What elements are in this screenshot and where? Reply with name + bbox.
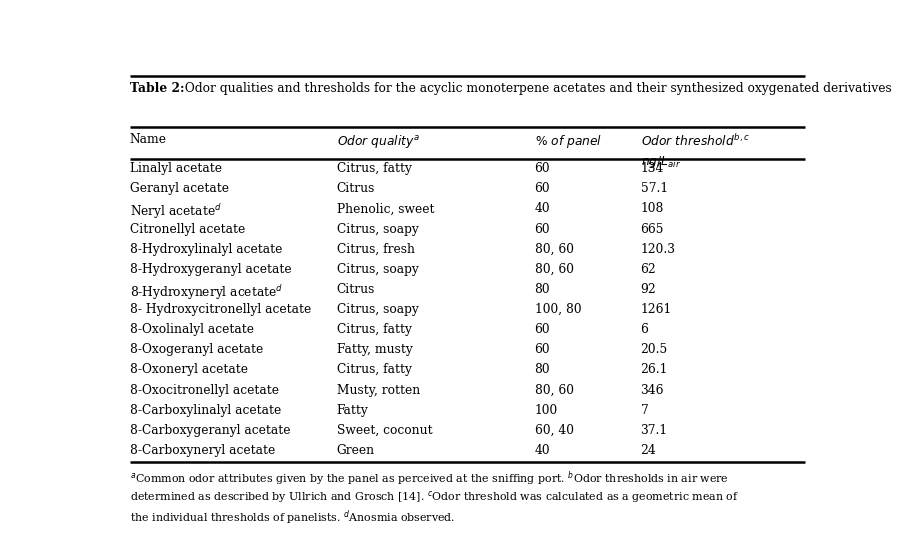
Text: 1261: 1261 bbox=[640, 303, 671, 316]
Text: 60: 60 bbox=[534, 182, 549, 195]
Text: Green: Green bbox=[336, 444, 374, 457]
Text: 8-Oxolinalyl acetate: 8-Oxolinalyl acetate bbox=[129, 323, 253, 336]
Text: 134: 134 bbox=[640, 162, 663, 175]
Text: 8-Oxocitronellyl acetate: 8-Oxocitronellyl acetate bbox=[129, 384, 278, 396]
Text: 8- Hydroxycitronellyl acetate: 8- Hydroxycitronellyl acetate bbox=[129, 303, 311, 316]
Text: $ng/L_{air}$: $ng/L_{air}$ bbox=[640, 153, 680, 170]
Text: the individual thresholds of panelists. $^d$Anosmia observed.: the individual thresholds of panelists. … bbox=[129, 508, 455, 527]
Text: Citrus, fresh: Citrus, fresh bbox=[336, 242, 415, 256]
Text: 665: 665 bbox=[640, 222, 663, 236]
Text: 20.5: 20.5 bbox=[640, 343, 667, 356]
Text: Phenolic, sweet: Phenolic, sweet bbox=[336, 202, 434, 215]
Text: Citrus, fatty: Citrus, fatty bbox=[336, 364, 411, 376]
Text: Odor qualities and thresholds for the acyclic monoterpene acetates and their syn: Odor qualities and thresholds for the ac… bbox=[181, 82, 891, 95]
Text: 6: 6 bbox=[640, 323, 648, 336]
Text: 7: 7 bbox=[640, 404, 648, 416]
Text: 80: 80 bbox=[534, 364, 549, 376]
Text: 40: 40 bbox=[534, 202, 549, 215]
Text: 62: 62 bbox=[640, 263, 656, 276]
Text: 8-Carboxyneryl acetate: 8-Carboxyneryl acetate bbox=[129, 444, 274, 457]
Text: 346: 346 bbox=[640, 384, 663, 396]
Text: 8-Carboxygeranyl acetate: 8-Carboxygeranyl acetate bbox=[129, 424, 290, 437]
Text: Name: Name bbox=[129, 133, 167, 146]
Text: Citrus, soapy: Citrus, soapy bbox=[336, 303, 418, 316]
Text: Fatty, musty: Fatty, musty bbox=[336, 343, 412, 356]
Text: Citrus, fatty: Citrus, fatty bbox=[336, 162, 411, 175]
Text: 57.1: 57.1 bbox=[640, 182, 667, 195]
Text: 8-Hydroxylinalyl acetate: 8-Hydroxylinalyl acetate bbox=[129, 242, 281, 256]
Text: 24: 24 bbox=[640, 444, 656, 457]
Text: 108: 108 bbox=[640, 202, 663, 215]
Text: Citrus, soapy: Citrus, soapy bbox=[336, 222, 418, 236]
Text: 60: 60 bbox=[534, 222, 549, 236]
Text: 8-Hydroxyneryl acetate$^d$: 8-Hydroxyneryl acetate$^d$ bbox=[129, 283, 282, 302]
Text: 80, 60: 80, 60 bbox=[534, 263, 573, 276]
Text: 26.1: 26.1 bbox=[640, 364, 667, 376]
Text: Musty, rotten: Musty, rotten bbox=[336, 384, 419, 396]
Text: 80, 60: 80, 60 bbox=[534, 242, 573, 256]
Text: Citrus: Citrus bbox=[336, 283, 374, 296]
Text: Citrus, soapy: Citrus, soapy bbox=[336, 263, 418, 276]
Text: 100: 100 bbox=[534, 404, 558, 416]
Text: $\%\ of\ panel$: $\%\ of\ panel$ bbox=[534, 133, 601, 150]
Text: 80, 60: 80, 60 bbox=[534, 384, 573, 396]
Text: 40: 40 bbox=[534, 444, 549, 457]
Text: 60: 60 bbox=[534, 343, 549, 356]
Text: $^a$Common odor attributes given by the panel as perceived at the sniffing port.: $^a$Common odor attributes given by the … bbox=[129, 470, 728, 488]
Text: Geranyl acetate: Geranyl acetate bbox=[129, 182, 229, 195]
Text: Citrus, fatty: Citrus, fatty bbox=[336, 323, 411, 336]
Text: determined as described by Ullrich and Grosch [14]. $^c$Odor threshold was calcu: determined as described by Ullrich and G… bbox=[129, 489, 738, 505]
Text: 8-Oxoneryl acetate: 8-Oxoneryl acetate bbox=[129, 364, 247, 376]
Text: Neryl acetate$^d$: Neryl acetate$^d$ bbox=[129, 202, 221, 221]
Text: 120.3: 120.3 bbox=[640, 242, 675, 256]
Text: 8-Hydroxygeranyl acetate: 8-Hydroxygeranyl acetate bbox=[129, 263, 291, 276]
Text: Citrus: Citrus bbox=[336, 182, 374, 195]
Text: 80: 80 bbox=[534, 283, 549, 296]
Text: Citronellyl acetate: Citronellyl acetate bbox=[129, 222, 244, 236]
Text: $Odor\ quality^a$: $Odor\ quality^a$ bbox=[336, 133, 419, 150]
Text: Sweet, coconut: Sweet, coconut bbox=[336, 424, 432, 437]
Text: $Odor\ threshold^{b,c}$: $Odor\ threshold^{b,c}$ bbox=[640, 133, 749, 149]
Text: 60, 40: 60, 40 bbox=[534, 424, 573, 437]
Text: 92: 92 bbox=[640, 283, 656, 296]
Text: Table 2:: Table 2: bbox=[129, 82, 184, 95]
Text: 100, 80: 100, 80 bbox=[534, 303, 580, 316]
Text: 37.1: 37.1 bbox=[640, 424, 667, 437]
Text: 8-Oxogeranyl acetate: 8-Oxogeranyl acetate bbox=[129, 343, 262, 356]
Text: Linalyl acetate: Linalyl acetate bbox=[129, 162, 221, 175]
Text: 60: 60 bbox=[534, 323, 549, 336]
Text: 8-Carboxylinalyl acetate: 8-Carboxylinalyl acetate bbox=[129, 404, 281, 416]
Text: Fatty: Fatty bbox=[336, 404, 368, 416]
Text: 60: 60 bbox=[534, 162, 549, 175]
